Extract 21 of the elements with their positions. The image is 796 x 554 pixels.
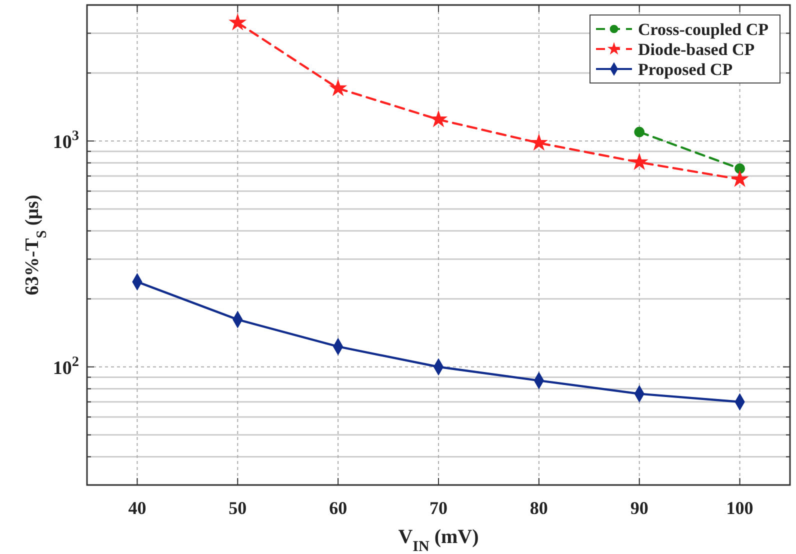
point bbox=[430, 111, 447, 126]
legend-label: Cross-coupled CP bbox=[638, 20, 768, 39]
legend-label: Proposed CP bbox=[638, 60, 733, 79]
y-tick-label: 10$^{3}$ bbox=[52, 128, 79, 153]
x-axis-title: V$_{IN}$ (mV) bbox=[398, 526, 479, 554]
x-tick-label: 60 bbox=[329, 498, 348, 518]
x-tick-label: 90 bbox=[630, 498, 648, 518]
point bbox=[230, 14, 246, 30]
point bbox=[634, 126, 645, 138]
x-tick-label: 100 bbox=[726, 498, 754, 518]
legend-label: Diode-based CP bbox=[638, 40, 755, 59]
point bbox=[631, 154, 648, 170]
point bbox=[330, 80, 346, 96]
x-tick-label: 80 bbox=[530, 498, 548, 518]
point bbox=[732, 170, 748, 186]
point bbox=[734, 163, 746, 174]
x-tick-label: 40 bbox=[128, 498, 146, 518]
point bbox=[530, 134, 547, 150]
x-tick-label: 50 bbox=[228, 498, 247, 518]
y-tick-label: 10$^{2}$ bbox=[52, 354, 79, 379]
x-tick-label: 70 bbox=[430, 498, 448, 518]
